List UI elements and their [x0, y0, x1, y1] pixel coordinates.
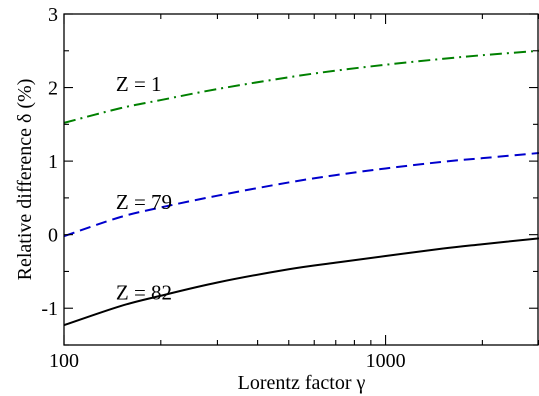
- axis-ticks: [63, 13, 539, 346]
- series-label-3: Z = 82: [116, 280, 172, 304]
- x-tick-label: 1000: [366, 350, 406, 372]
- series-line-3: [63, 237, 539, 327]
- x-tick-label: 100: [49, 350, 79, 372]
- y-tick-label: 2: [48, 78, 58, 100]
- tick-labels: Z = 1 Z = 79 Z = 82 100 1000 -1 0 1 2 3: [41, 4, 405, 372]
- series-label-2: Z = 79: [116, 190, 172, 214]
- series-label-1: Z = 1: [116, 72, 162, 96]
- y-tick-label: -1: [41, 298, 58, 320]
- x-axis-label: Lorentz factor γ: [238, 372, 366, 394]
- plot-frame: [63, 13, 539, 346]
- series-line-1: [63, 49, 539, 124]
- y-tick-label: 0: [48, 225, 58, 247]
- y-axis-label: Relative difference δ (%): [14, 79, 36, 281]
- plot-area: [63, 49, 539, 327]
- y-tick-label: 1: [48, 151, 58, 173]
- y-tick-label: 3: [48, 4, 58, 26]
